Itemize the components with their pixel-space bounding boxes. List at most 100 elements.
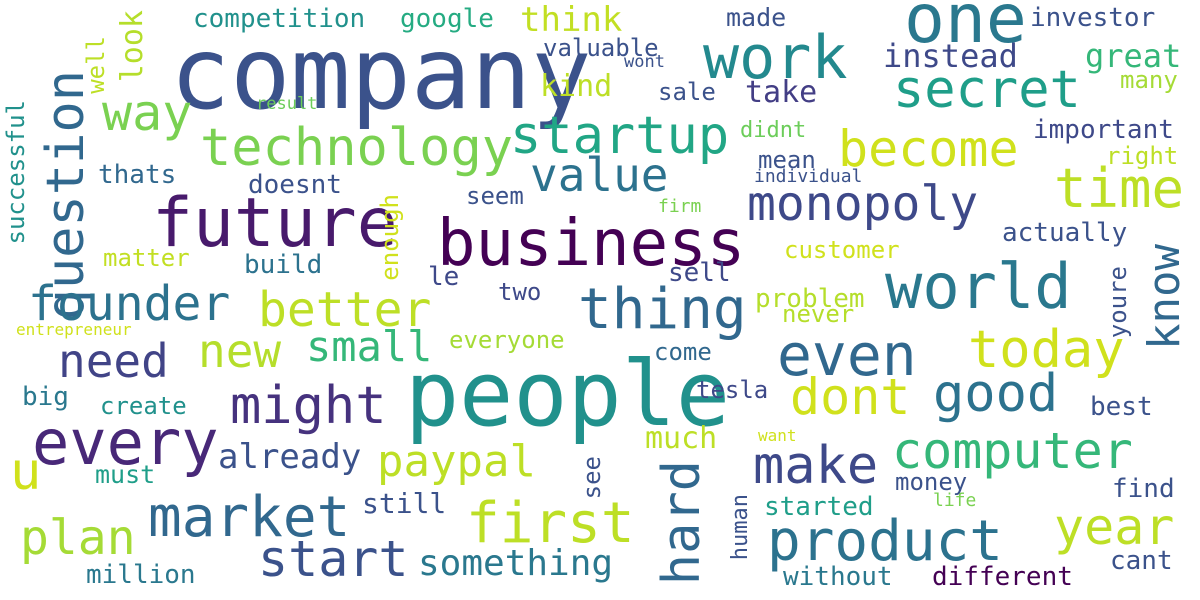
word-doesnt: doesnt — [248, 170, 342, 200]
word-year: year — [1054, 498, 1175, 556]
word-human: human — [728, 494, 753, 561]
word-work: work — [703, 23, 848, 93]
word-valuable: valuable — [543, 34, 659, 62]
word-build: build — [244, 250, 323, 280]
word-kind: kind — [540, 69, 613, 104]
word-made: made — [726, 3, 787, 32]
word-different: different — [932, 562, 1073, 592]
word-le: le — [428, 262, 460, 292]
word-thing: thing — [578, 277, 747, 342]
word-actually: actually — [1002, 218, 1128, 248]
word-still: still — [362, 487, 447, 520]
word-future: future — [152, 184, 398, 263]
word-everyone: everyone — [449, 326, 565, 354]
word-didnt: didnt — [740, 118, 807, 143]
word-hard: hard — [652, 460, 712, 586]
word-take: take — [745, 75, 818, 110]
word-come: come — [654, 338, 712, 366]
word-wont: wont — [624, 52, 665, 72]
word-competition: competition — [193, 4, 366, 34]
word-technology: technology — [200, 118, 514, 178]
word-customer: customer — [784, 236, 900, 264]
word-best: best — [1090, 392, 1153, 422]
word-thats: thats — [98, 160, 177, 190]
word-million: million — [86, 560, 196, 590]
word-new: new — [198, 324, 282, 378]
word-market: market — [148, 485, 351, 550]
word-computer: computer — [892, 422, 1133, 480]
word-google: google — [400, 4, 494, 34]
word-business: business — [437, 207, 746, 281]
word-small: small — [306, 322, 433, 371]
word-much: much — [645, 421, 718, 456]
word-find: find — [1112, 474, 1175, 504]
word-need: need — [58, 334, 169, 388]
word-today: today — [968, 320, 1125, 380]
word-people: people — [405, 342, 731, 447]
word-product: product — [767, 509, 1004, 574]
word-even: even — [777, 321, 917, 389]
word-many: many — [1120, 66, 1178, 94]
word-world: world — [885, 250, 1072, 323]
word-must: must — [95, 460, 156, 489]
word-individual: individual — [754, 166, 863, 187]
word-startup: startup — [510, 106, 730, 166]
word-matter: matter — [103, 244, 190, 272]
word-two: two — [498, 278, 542, 306]
word-every: every — [32, 406, 219, 479]
word-create: create — [100, 392, 187, 420]
word-one: one — [904, 0, 1027, 59]
word-mean: mean — [758, 146, 816, 174]
word-result: result — [256, 94, 318, 114]
word-successful: successful — [2, 100, 30, 245]
word-important: important — [1033, 115, 1174, 145]
word-value: value — [530, 148, 669, 202]
word-become: become — [838, 120, 1019, 178]
word-investor: investor — [1030, 3, 1156, 33]
word-time: time — [1054, 157, 1185, 220]
word-sale: sale — [658, 78, 716, 106]
word-already: already — [218, 437, 362, 477]
word-start: start — [258, 530, 409, 588]
word-never: never — [782, 300, 855, 328]
word-secret: secret — [893, 60, 1081, 120]
word-think: think — [520, 0, 623, 40]
word-good: good — [933, 364, 1059, 424]
word-company: company — [170, 15, 592, 132]
word-dont: dont — [790, 368, 911, 426]
word-something: something — [418, 543, 614, 584]
word-right: right — [1106, 142, 1179, 170]
word-instead: instead — [883, 37, 1018, 75]
word-seem: seem — [466, 182, 524, 210]
word-plan: plan — [20, 510, 136, 566]
word-youre: youre — [1104, 266, 1132, 339]
word-way: way — [102, 84, 193, 142]
word-problem: problem — [755, 284, 865, 314]
word-sell: sell — [668, 258, 731, 288]
word-firm: firm — [658, 196, 702, 217]
word-founder: founder — [28, 276, 231, 332]
word-money: money — [895, 468, 968, 496]
word-cant: cant — [1110, 546, 1173, 576]
word-see: see — [578, 456, 606, 500]
word-well: well — [82, 36, 110, 94]
word-big: big — [22, 382, 69, 412]
word-better: better — [258, 282, 432, 338]
word-first: first — [466, 491, 635, 556]
word-might: might — [230, 376, 387, 436]
word-tesla: tesla — [696, 376, 769, 404]
word-started: started — [764, 492, 874, 522]
word-entrepreneur: entrepreneur — [16, 320, 132, 339]
word-without: without — [783, 562, 893, 592]
word-paypal: paypal — [377, 436, 536, 487]
word-great: great — [1085, 37, 1182, 75]
word-know: know — [1139, 244, 1190, 350]
word-make: make — [753, 436, 879, 496]
word-life: life — [933, 490, 977, 511]
word-enough: enough — [376, 194, 404, 281]
word-monopoly: monopoly — [747, 176, 979, 232]
word-u: u — [10, 442, 42, 502]
word-look: look — [115, 10, 150, 83]
word-want: want — [758, 426, 797, 445]
